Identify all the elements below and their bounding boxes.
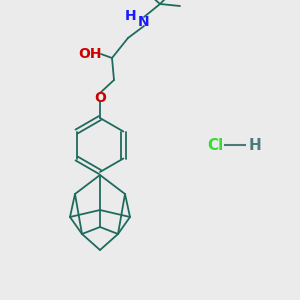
- Text: H: H: [125, 9, 137, 23]
- Text: Cl: Cl: [207, 137, 223, 152]
- Text: N: N: [138, 15, 150, 29]
- Text: H: H: [249, 137, 261, 152]
- Text: O: O: [94, 91, 106, 105]
- Text: OH: OH: [78, 47, 102, 61]
